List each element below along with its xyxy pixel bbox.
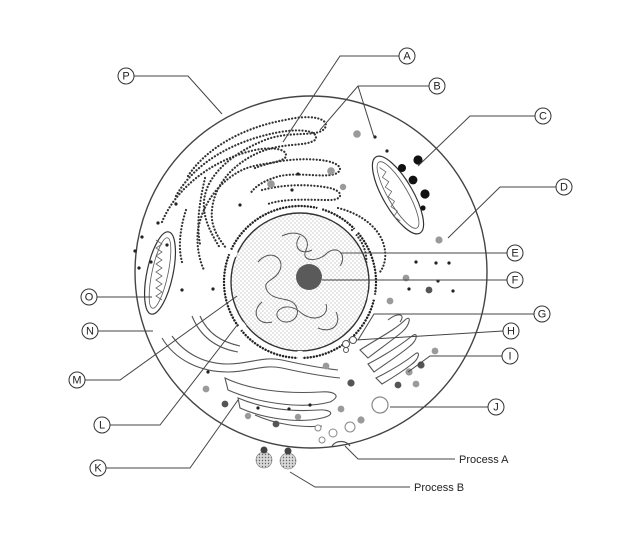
callout-letter: K bbox=[94, 463, 102, 475]
callout-i: I bbox=[501, 347, 519, 365]
callout-circle bbox=[117, 67, 135, 85]
callout-h: H bbox=[502, 322, 520, 340]
callout-letter: D bbox=[560, 182, 568, 194]
callout-letter: C bbox=[539, 111, 547, 123]
callout-letter: M bbox=[72, 375, 81, 387]
callout-a: A bbox=[398, 47, 416, 65]
callout-circle bbox=[555, 178, 573, 196]
chromatin bbox=[255, 232, 344, 331]
nuclear-pores bbox=[224, 202, 380, 362]
process-a-label: Process A bbox=[459, 454, 509, 466]
callout-c: C bbox=[534, 107, 552, 125]
callout-o: O bbox=[80, 288, 98, 306]
callout-letter: O bbox=[85, 292, 94, 304]
nucleus bbox=[222, 202, 380, 362]
callout-letter: J bbox=[493, 402, 499, 414]
callout-b: B bbox=[428, 77, 446, 95]
callout-circle bbox=[68, 371, 86, 389]
golgi-apparatus-right bbox=[359, 314, 419, 385]
callout-letter: H bbox=[507, 326, 515, 338]
callout-letter: E bbox=[511, 248, 518, 260]
callout-circle bbox=[89, 459, 107, 477]
callout-j: J bbox=[487, 398, 505, 416]
callout-g: G bbox=[533, 305, 551, 323]
callout-letter: A bbox=[403, 51, 411, 63]
nucleolus bbox=[296, 264, 322, 290]
callout-circle bbox=[428, 77, 446, 95]
callouts: A B C D E F G H I J K L M N O P bbox=[68, 47, 573, 477]
callout-letter: L bbox=[99, 420, 105, 432]
leader-lines bbox=[85, 55, 556, 488]
callout-l: L bbox=[93, 416, 111, 434]
callout-letter: I bbox=[508, 351, 511, 363]
mitochondrion-upper-right bbox=[371, 155, 425, 235]
callout-e: E bbox=[506, 244, 524, 262]
callout-circle bbox=[93, 416, 111, 434]
callout-m: M bbox=[68, 371, 86, 389]
callout-letter: N bbox=[86, 326, 94, 338]
mitochondrion-left bbox=[143, 231, 177, 315]
callout-circle bbox=[398, 47, 416, 65]
process-b-particles bbox=[255, 446, 297, 470]
callout-letter: P bbox=[122, 71, 129, 83]
callout-circle bbox=[533, 305, 551, 323]
callout-circle bbox=[506, 271, 524, 289]
callout-circle bbox=[501, 347, 519, 365]
process-b-label: Process B bbox=[414, 482, 464, 494]
callout-p: P bbox=[117, 67, 135, 85]
callout-letter: B bbox=[433, 81, 440, 93]
callout-letter: F bbox=[512, 275, 519, 287]
smooth-endoplasmic-reticulum bbox=[161, 315, 341, 379]
callout-f: F bbox=[506, 271, 524, 289]
vesicles bbox=[202, 130, 443, 444]
callout-circle bbox=[502, 322, 520, 340]
rough-endoplasmic-reticulum bbox=[160, 116, 387, 274]
callout-circle bbox=[487, 398, 505, 416]
callout-k: K bbox=[89, 459, 107, 477]
callout-letter: G bbox=[538, 309, 547, 321]
callout-circle bbox=[506, 244, 524, 262]
ribosomes-free bbox=[133, 135, 455, 411]
process-a-vesicle bbox=[331, 440, 351, 447]
callout-circle bbox=[534, 107, 552, 125]
nuclear-envelope-outer bbox=[222, 204, 378, 360]
callout-n: N bbox=[81, 322, 99, 340]
callout-circle bbox=[81, 322, 99, 340]
callout-d: D bbox=[555, 178, 573, 196]
callout-circle bbox=[80, 288, 98, 306]
